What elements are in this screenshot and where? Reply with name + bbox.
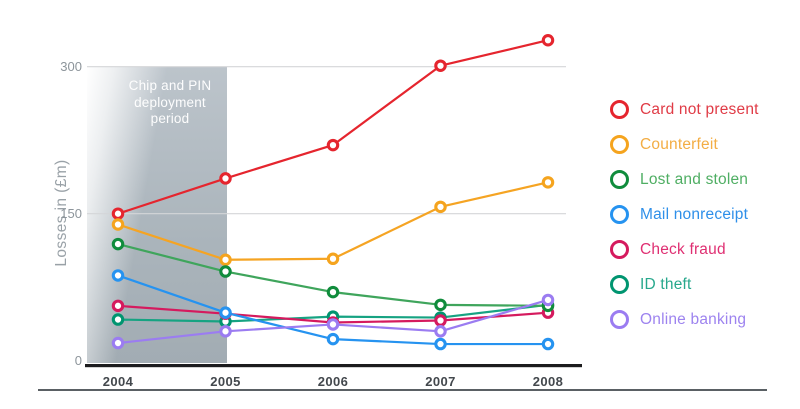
legend-ring-icon-check-fraud bbox=[610, 240, 629, 259]
chip-and-pin-shaded-band bbox=[87, 67, 227, 363]
x-tick-label-2004: 2004 bbox=[102, 374, 134, 389]
legend-ring-icon-lost-and-stolen bbox=[610, 170, 629, 189]
point-online-banking-2008 bbox=[541, 293, 555, 307]
legend-label-counterfeit: Counterfeit bbox=[640, 135, 719, 153]
point-lost-and-stolen-2004 bbox=[111, 237, 125, 251]
point-card-not-present-2005 bbox=[219, 172, 232, 185]
legend-label-check-fraud: Check fraud bbox=[640, 240, 726, 258]
legend-label-mail-nonreceipt: Mail nonreceipt bbox=[640, 205, 749, 223]
series-line-counterfeit bbox=[116, 181, 550, 261]
point-lost-and-stolen-2006 bbox=[326, 285, 340, 299]
y-tick-label-150: 150 bbox=[60, 205, 82, 221]
point-counterfeit-2007 bbox=[434, 200, 447, 214]
legend-label-lost-and-stolen: Lost and stolen bbox=[640, 170, 749, 188]
legend-item-check-fraud: Check fraud bbox=[610, 232, 759, 267]
legend-item-counterfeit: Counterfeit bbox=[610, 127, 759, 162]
chip-and-pin-band-label: Chip and PIN deployment period bbox=[128, 78, 212, 126]
legend: Card not present Counterfeit Lost and stol… bbox=[610, 92, 759, 337]
legend-label-online-banking: Online banking bbox=[640, 310, 747, 328]
x-tick-label-2006: 2006 bbox=[317, 374, 349, 389]
point-check-fraud-2007 bbox=[434, 314, 447, 327]
legend-ring-icon-counterfeit bbox=[610, 135, 629, 154]
legend-item-mail-nonreceipt: Mail nonreceipt bbox=[610, 197, 759, 232]
x-tick-label-2007: 2007 bbox=[425, 374, 456, 389]
x-tick-label-2005: 2005 bbox=[210, 374, 241, 389]
point-mail-nonreceipt-2006 bbox=[326, 332, 340, 346]
point-card-not-present-2004 bbox=[111, 207, 125, 220]
x-tick-label-2008: 2008 bbox=[532, 374, 564, 389]
legend-item-lost-and-stolen: Lost and stolen bbox=[610, 162, 759, 197]
legend-item-online-banking: Online banking bbox=[610, 302, 759, 337]
point-check-fraud-2004 bbox=[111, 299, 125, 313]
legend-ring-icon-mail-nonreceipt bbox=[610, 205, 629, 224]
legend-label-id-theft: ID theft bbox=[640, 275, 692, 293]
point-mail-nonreceipt-2004 bbox=[111, 269, 125, 282]
legend-ring-icon-online-banking bbox=[610, 310, 629, 329]
point-lost-and-stolen-2007 bbox=[434, 298, 447, 312]
legend-item-id-theft: ID theft bbox=[610, 267, 759, 302]
bottom-rule bbox=[38, 389, 767, 391]
point-online-banking-2004 bbox=[111, 336, 125, 350]
point-lost-and-stolen-2005 bbox=[219, 265, 232, 278]
x-axis-line bbox=[85, 364, 582, 368]
y-tick-label-0: 0 bbox=[74, 352, 82, 368]
point-counterfeit-2006 bbox=[326, 252, 340, 266]
point-counterfeit-2005 bbox=[219, 253, 232, 267]
point-card-not-present-2006 bbox=[326, 138, 340, 152]
point-card-not-present-2008 bbox=[541, 33, 555, 47]
point-mail-nonreceipt-2008 bbox=[541, 337, 555, 351]
y-tick-label-300: 300 bbox=[60, 58, 82, 74]
point-id-theft-2004 bbox=[111, 313, 125, 326]
legend-ring-icon-id-theft bbox=[610, 275, 629, 294]
point-counterfeit-2008 bbox=[541, 176, 555, 189]
point-card-not-present-2007 bbox=[434, 59, 447, 72]
point-online-banking-2006 bbox=[326, 318, 340, 331]
point-mail-nonreceipt-2005 bbox=[219, 306, 232, 319]
legend-label-card-not-present: Card not present bbox=[640, 100, 759, 118]
legend-ring-icon-card-not-present bbox=[610, 100, 629, 119]
point-counterfeit-2004 bbox=[111, 218, 125, 231]
point-mail-nonreceipt-2007 bbox=[434, 337, 447, 351]
point-online-banking-2007 bbox=[434, 325, 447, 338]
point-online-banking-2005 bbox=[219, 325, 232, 338]
legend-item-card-not-present: Card not present bbox=[610, 92, 759, 127]
